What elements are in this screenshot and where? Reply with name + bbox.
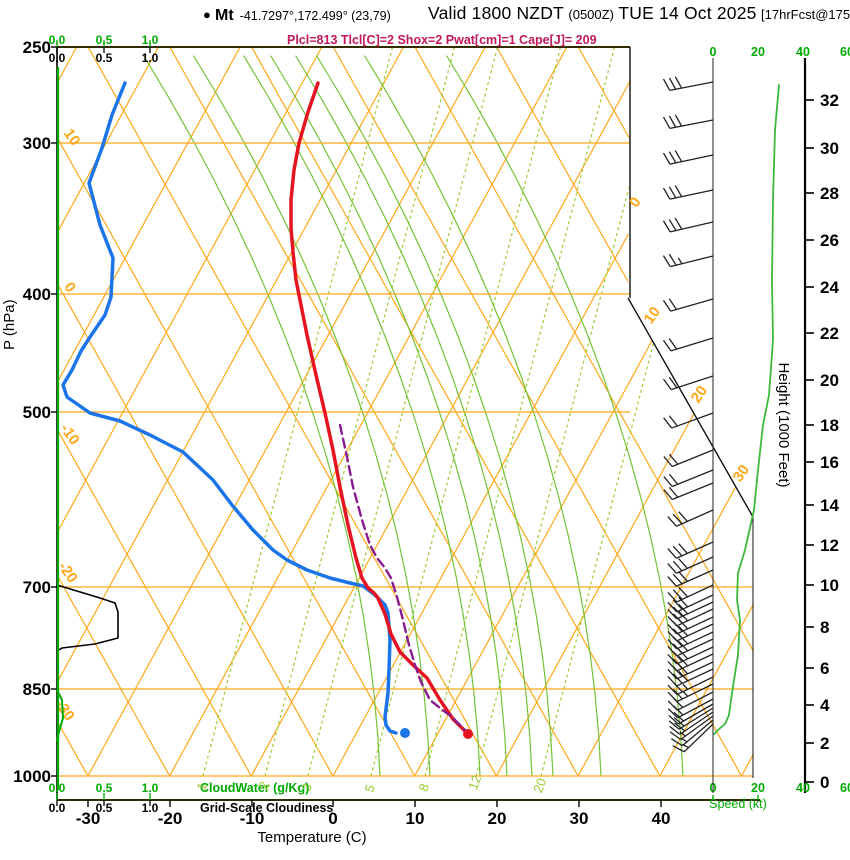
svg-text:2: 2 [255, 779, 272, 791]
svg-text:40: 40 [796, 45, 810, 59]
svg-text:0.5: 0.5 [96, 781, 113, 795]
plot-boundary [627, 297, 754, 778]
title-valid-time: Valid 1800 NZDT [428, 3, 564, 23]
cloudiness-profile [56, 584, 119, 652]
svg-text:20: 20 [751, 781, 765, 795]
svg-text:16: 16 [820, 453, 839, 472]
svg-text:P (hPa): P (hPa) [1, 299, 18, 350]
svg-text:20: 20 [820, 371, 839, 390]
svg-text:-20: -20 [158, 809, 183, 828]
svg-text:0: 0 [820, 773, 829, 792]
svg-text:0: 0 [626, 194, 645, 211]
svg-text:5: 5 [361, 782, 378, 794]
svg-text:8: 8 [415, 781, 432, 793]
frame [56, 46, 760, 801]
svg-text:18: 18 [820, 416, 839, 435]
svg-text:400: 400 [23, 285, 51, 304]
title-forecast-ref: [17hrFcst@1751z] [761, 7, 850, 22]
svg-text:1.0: 1.0 [142, 801, 159, 815]
svg-text:250: 250 [23, 38, 51, 57]
svg-text:Height (1000 Feet): Height (1000 Feet) [775, 362, 792, 487]
svg-text:300: 300 [23, 134, 51, 153]
svg-text:60: 60 [840, 781, 850, 795]
svg-text:20: 20 [751, 45, 765, 59]
svg-text:3: 3 [298, 781, 315, 793]
svg-text:22: 22 [820, 324, 839, 343]
svg-text:500: 500 [23, 403, 51, 422]
svg-text:Temperature (C): Temperature (C) [257, 829, 366, 846]
title-date: TUE 14 Oct 2025 [618, 3, 757, 23]
svg-text:-10: -10 [240, 809, 265, 828]
svg-text:0.0: 0.0 [49, 801, 66, 815]
svg-text:-30: -30 [76, 809, 101, 828]
svg-text:40: 40 [652, 809, 671, 828]
svg-text:30: 30 [730, 462, 753, 485]
pressure-lines [57, 142, 753, 777]
svg-text:10: 10 [641, 304, 664, 327]
svg-text:32: 32 [820, 91, 839, 110]
sounding-indices: Plcl=813 Tlcl[C]=2 Shox=2 Pwat[cm]=1 Cap… [287, 33, 597, 47]
pressure-axis: 250 300 400 500 700 850 1000 P (hPa) [1, 38, 57, 786]
svg-text:28: 28 [820, 184, 839, 203]
svg-text:1.0: 1.0 [142, 781, 159, 795]
station-line: ● Mt -41.7297°,172.499° (23,79) [203, 7, 391, 25]
svg-text:850: 850 [23, 680, 51, 699]
wind-barbs [662, 58, 714, 793]
svg-text:0.5: 0.5 [96, 51, 113, 65]
svg-text:8: 8 [820, 618, 829, 637]
moist-adiabats [143, 55, 684, 776]
speed-curve [713, 84, 780, 735]
surface-markers [400, 728, 473, 739]
svg-text:10: 10 [820, 576, 839, 595]
svg-text:1.0: 1.0 [142, 51, 159, 65]
svg-text:12: 12 [820, 536, 839, 555]
svg-text:1000: 1000 [13, 767, 51, 786]
svg-text:26: 26 [820, 231, 839, 250]
svg-text:60: 60 [840, 45, 850, 59]
page-title: Valid 1800 NZDT (0500Z) TUE 14 Oct 2025 … [428, 3, 850, 24]
svg-text:0.0: 0.0 [49, 51, 66, 65]
svg-text:Speed (kt): Speed (kt) [709, 797, 767, 811]
svg-text:1: 1 [193, 780, 210, 792]
cloudwater-profile [56, 67, 64, 790]
svg-text:0: 0 [328, 809, 337, 828]
svg-text:700: 700 [23, 578, 51, 597]
title-zulu-time: (0500Z) [568, 7, 614, 22]
svg-text:24: 24 [820, 278, 839, 297]
station-name: Mt [215, 7, 234, 24]
mixing-ratio-labels: 1 2 3 5 8 12 20 [193, 773, 549, 795]
svg-text:CloudWater (g/Kg): CloudWater (g/Kg) [200, 781, 309, 795]
svg-text:14: 14 [820, 496, 839, 515]
svg-text:6: 6 [820, 659, 829, 678]
svg-text:40: 40 [796, 781, 810, 795]
dewpoint-curve [61, 81, 398, 735]
station-bullet-icon: ● [203, 7, 211, 22]
svg-text:30: 30 [570, 809, 589, 828]
svg-text:20: 20 [488, 809, 507, 828]
station-coordinates: -41.7297°,172.499° (23,79) [239, 9, 391, 23]
svg-text:-30: -30 [52, 697, 78, 725]
svg-text:10: 10 [406, 809, 425, 828]
svg-text:2: 2 [820, 734, 829, 753]
temperature-axis: -30 -20 -10 0 10 20 30 40 Temperature (C) [76, 800, 671, 846]
svg-text:10: 10 [60, 126, 83, 149]
svg-text:12: 12 [465, 773, 484, 792]
svg-text:20: 20 [688, 383, 711, 406]
temperature-curve [289, 81, 470, 736]
svg-text:0.5: 0.5 [96, 801, 113, 815]
svg-text:30: 30 [820, 139, 839, 158]
svg-text:4: 4 [820, 696, 830, 715]
parcel-curve [338, 423, 470, 735]
svg-text:20: 20 [530, 776, 549, 795]
svg-text:Grid-Scale Cloudiness: Grid-Scale Cloudiness [200, 801, 333, 815]
svg-text:-10: -10 [57, 421, 83, 449]
svg-text:0: 0 [710, 45, 717, 59]
